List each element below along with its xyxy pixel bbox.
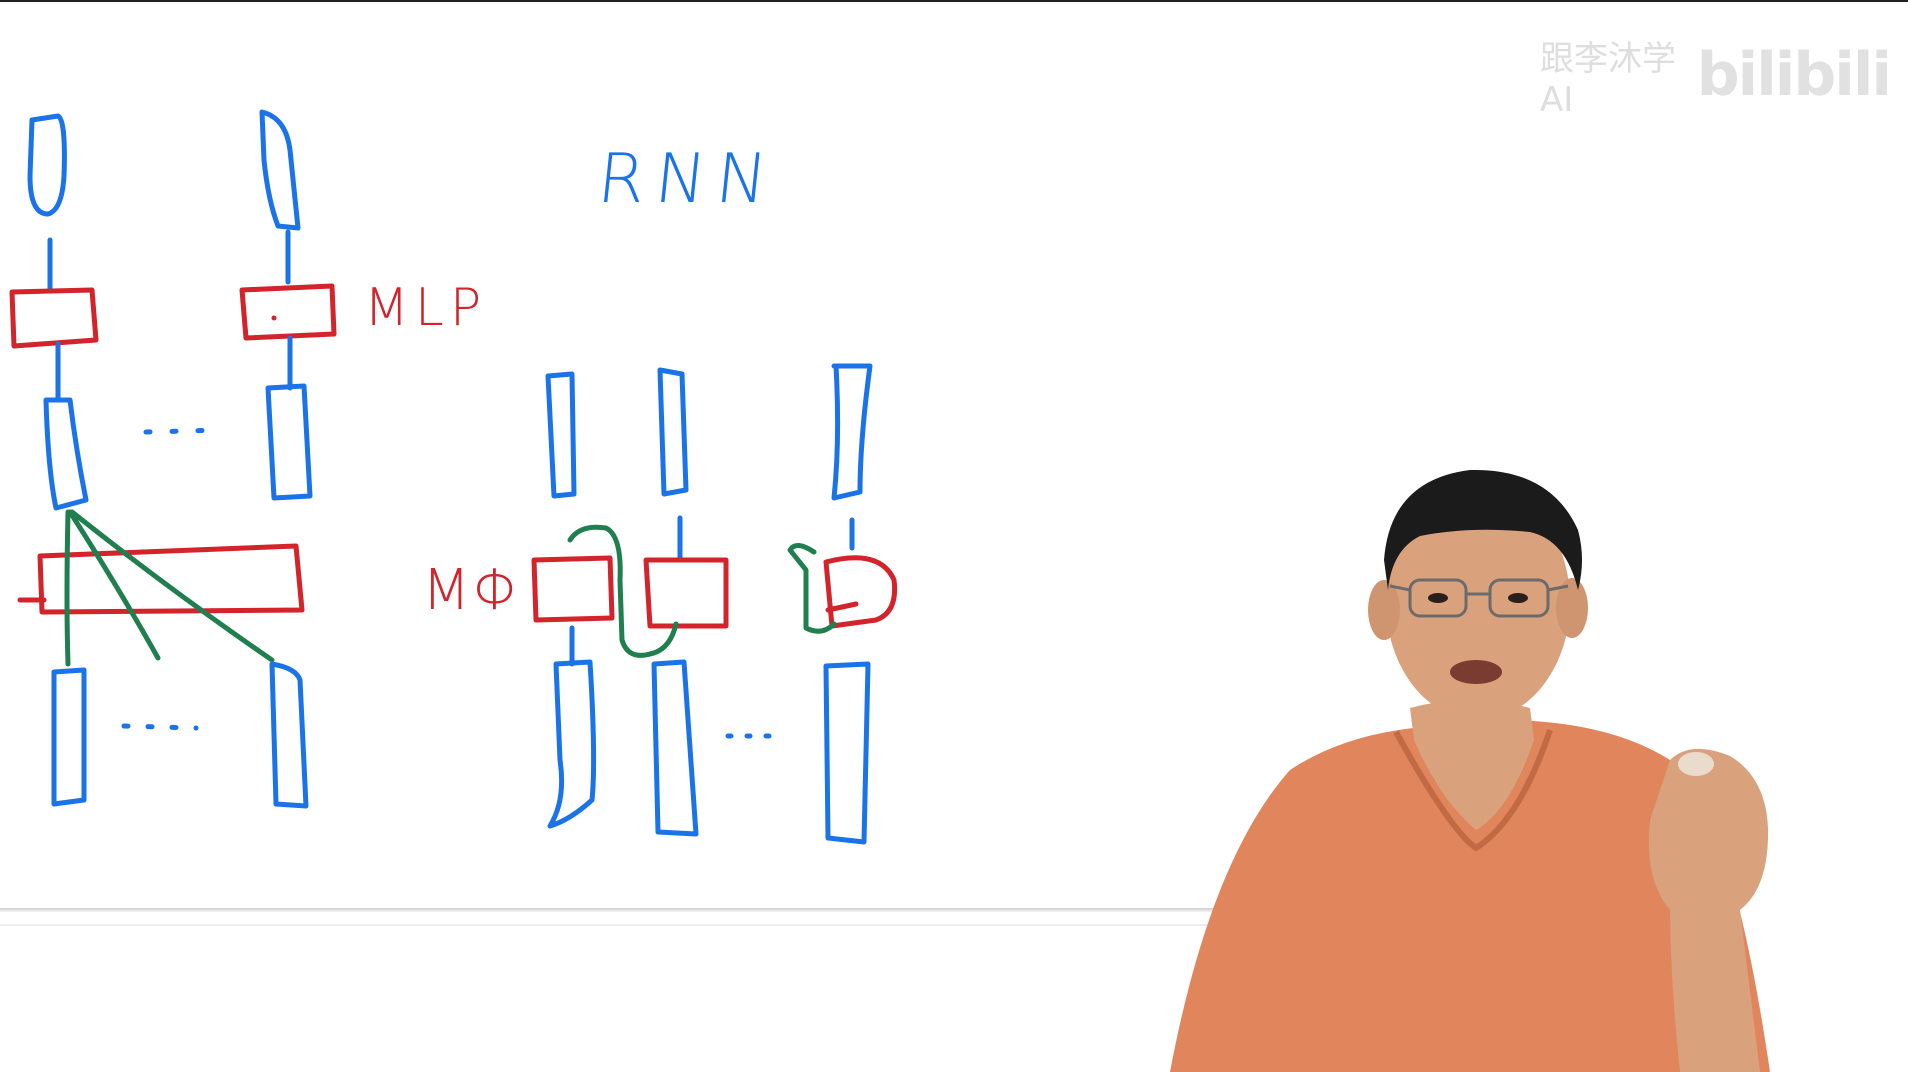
presenter-ear-left [1368,580,1400,640]
rnn-mlp-box-1 [531,555,615,623]
glasses-icon [1389,578,1569,618]
rnn-output-1 [545,371,577,499]
rnn-input-1 [547,659,597,829]
attention-link-2 [67,509,161,661]
channel-name: 跟李沐学AI [1540,38,1676,120]
presenter-neck [1410,700,1534,830]
rnn-mlp-tick [825,601,859,613]
attention-box [37,543,305,615]
left-network [9,109,337,809]
recurrence-loop-2 [787,543,837,634]
rnn-label: RNN [593,140,782,219]
whiteboard-edge-shadow [0,924,1240,926]
recurrence-loop-1 [567,524,679,658]
mlp-dot [271,315,277,321]
rnn-mlp-box-3 [823,555,898,629]
whiteboard-edge [0,908,1240,912]
ellipsis-bottom [121,723,199,731]
mlp-box-2 [239,283,337,341]
middle-vector-1 [43,397,89,511]
presenter-mouth [1450,660,1502,684]
presenter-eye-left [1428,593,1448,603]
rnn-output-3 [831,363,873,501]
rnn-input-2 [651,659,699,837]
bilibili-logo-icon: bilibili [1696,40,1892,110]
presenter-shirt [1170,720,1770,1072]
rnn-mlp-box-2 [643,557,729,629]
output-vector-1 [27,113,67,217]
ellipsis-top [143,427,225,435]
rnn-network [531,363,898,845]
rnn-output-2 [657,367,689,497]
mlp-box-1 [9,287,99,349]
bilibili-watermark: 跟李沐学AI bilibili [1540,39,1892,120]
output-vector-2 [259,109,301,231]
top-border [0,0,1908,2]
rnn-input-3 [823,661,871,845]
held-marker-icon [1678,752,1714,776]
presenter-hand [1648,748,1769,918]
attention-link-1 [64,509,71,667]
input-vector-1 [51,667,87,807]
middle-vector-2 [265,383,313,501]
collar-seam [1393,729,1553,852]
mlp-label: MLP [364,278,488,338]
presenter-eye-right [1508,593,1528,603]
attention-link-3 [69,509,275,663]
input-vector-2 [269,661,309,809]
m-phi-label: MΦ [422,558,523,623]
presenter-hair [1384,469,1582,590]
presenter-face [1386,484,1570,720]
presenter-forearm [1670,900,1760,1072]
presenter-ear-right [1556,578,1588,638]
presenter-figure [1170,469,1770,1072]
